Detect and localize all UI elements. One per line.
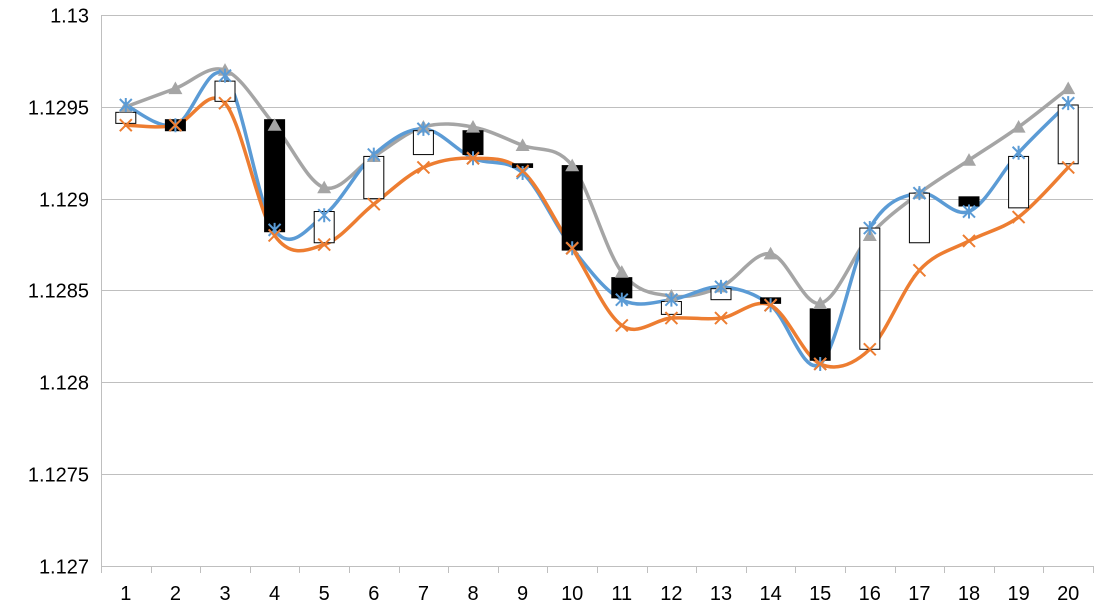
candle-down [561, 165, 583, 251]
y-tick-label: 1.127 [39, 557, 89, 579]
x-tick-label: 8 [467, 583, 478, 605]
series-marker-1 [962, 204, 976, 219]
series-marker-0 [168, 81, 183, 95]
x-tick-label: 18 [958, 583, 980, 605]
series-marker-0 [515, 138, 530, 152]
series-marker-0 [1011, 120, 1026, 133]
series-marker-1 [1011, 145, 1026, 160]
series-marker-2 [119, 118, 133, 132]
x-tick-label: 9 [517, 583, 528, 605]
x-tick-label: 2 [170, 583, 181, 605]
series-marker-1 [119, 97, 133, 112]
series-marker-1 [615, 292, 629, 307]
x-tick-label: 11 [611, 583, 632, 605]
series-marker-2 [863, 342, 877, 356]
series-marker-2 [1011, 210, 1026, 224]
series-marker-0 [813, 296, 828, 309]
x-tick-label: 20 [1057, 583, 1079, 605]
x-tick-label: 1 [120, 583, 131, 605]
candle-down [264, 119, 286, 233]
series-marker-1 [714, 279, 728, 294]
series-marker-2 [218, 96, 232, 110]
y-tick-label: 1.128 [39, 373, 89, 395]
y-tick-label: 1.1285 [28, 281, 89, 303]
candlesticks [115, 80, 1079, 361]
series-marker-2 [962, 234, 976, 248]
series-marker-2 [466, 151, 480, 165]
series-marker-1 [317, 208, 331, 223]
series-marker-2 [763, 298, 778, 312]
series-marker-2 [813, 357, 827, 371]
x-tick-label: 19 [1007, 583, 1029, 605]
x-tick-label: 15 [809, 583, 831, 605]
series-marker-0 [565, 158, 580, 172]
y-tick-label: 1.1295 [28, 98, 89, 120]
series-marker-2 [1061, 160, 1075, 175]
series-marker-2 [565, 241, 579, 255]
series-marker-1 [367, 147, 381, 162]
series-marker-1 [664, 292, 679, 307]
x-tick-label: 16 [859, 583, 881, 605]
x-tick-label: 14 [759, 583, 781, 605]
series-marker-2 [168, 118, 183, 132]
series-marker-2 [515, 164, 530, 178]
series-marker-2 [714, 311, 728, 325]
series-marker-2 [615, 318, 629, 333]
series-marker-2 [367, 197, 381, 211]
candle-up [214, 80, 236, 102]
candle-down [809, 308, 831, 361]
series-marker-1 [1061, 96, 1075, 111]
x-tick-label: 17 [908, 583, 930, 605]
series-marker-1 [912, 186, 927, 201]
series-marker-1 [515, 165, 530, 180]
y-tick-label: 1.1275 [28, 465, 89, 487]
y-tick-label: 1.13 [50, 6, 89, 28]
series-marker-2 [267, 228, 282, 243]
series-marker-0 [763, 246, 778, 260]
x-tick-label: 6 [368, 583, 379, 605]
x-tick-label: 3 [219, 583, 230, 605]
series-marker-2 [664, 311, 679, 325]
series-marker-1 [863, 221, 877, 236]
series-marker-0 [962, 153, 976, 166]
x-tick-label: 13 [710, 583, 732, 605]
candle-up [859, 227, 881, 350]
series-marker-2 [912, 263, 927, 278]
candle-up [1057, 104, 1079, 165]
x-tick-label: 7 [418, 583, 429, 605]
axes [101, 15, 1094, 573]
series-marker-0 [317, 180, 332, 194]
x-tick-label: 4 [269, 583, 280, 605]
candle-up [1008, 155, 1030, 209]
x-tick-label: 10 [561, 583, 583, 605]
y-tick-label: 1.129 [39, 190, 89, 212]
candle-up [908, 192, 930, 244]
series-marker-1 [218, 68, 232, 83]
series-marker-0 [614, 265, 629, 278]
candle-up [363, 155, 385, 200]
x-tick-label: 5 [319, 583, 330, 605]
x-tick-label: 12 [660, 583, 682, 605]
series-marker-0 [466, 120, 480, 133]
candle-down [462, 130, 484, 156]
series-marker-1 [416, 121, 431, 136]
series-marker-2 [416, 160, 431, 175]
series-marker-2 [317, 237, 331, 252]
series-markers [118, 63, 1076, 371]
series-marker-0 [1061, 81, 1076, 95]
series-marker-0 [267, 118, 282, 131]
candle-up [115, 111, 137, 124]
